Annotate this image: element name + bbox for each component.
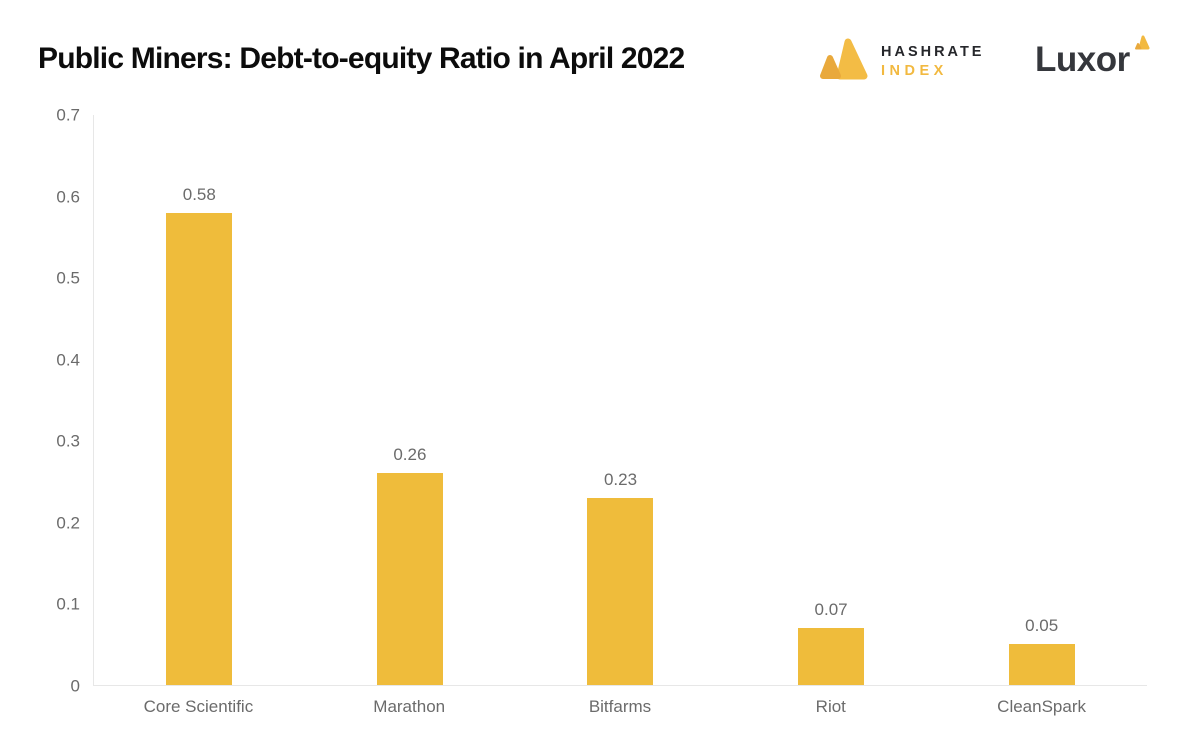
x-category-label: Marathon <box>373 697 446 716</box>
x-axis-category-labels: Core Scientific Marathon Bitfarms Riot Clean… <box>93 697 1147 717</box>
y-tick-label: 0.2 <box>56 513 80 533</box>
y-tick-label: 0.6 <box>56 187 80 207</box>
luxor-triangle-icon <box>1134 35 1152 56</box>
bar-column: 0.23 <box>515 115 726 685</box>
bar-column: 0.07 <box>726 115 937 685</box>
hashrate-index-logo-icon <box>818 36 870 87</box>
bar <box>1008 644 1075 685</box>
bar-value-label: 0.05 <box>1025 616 1059 636</box>
bar <box>376 473 443 685</box>
y-tick-label: 0.4 <box>56 350 80 370</box>
bar-column: 0.05 <box>936 115 1147 685</box>
bar-value-label: 0.07 <box>814 600 848 619</box>
y-tick-label: 0 <box>70 676 80 696</box>
bar-value-label: 0.26 <box>393 445 427 465</box>
bar-column: 0.26 <box>305 115 516 685</box>
bar <box>587 497 654 685</box>
bar <box>798 628 865 685</box>
bar-value-label: 0.58 <box>182 184 216 204</box>
luxor-wordmark: Luxor <box>1035 40 1130 79</box>
x-category-label: CleanSpark <box>997 697 1086 716</box>
x-category-label: Core Scientific <box>143 697 254 716</box>
bar-value-label: 0.23 <box>603 469 638 489</box>
y-tick-label: 0.7 <box>56 105 80 125</box>
hashrate-index-logo-text: HASHRATE INDEX <box>881 44 984 79</box>
hashrate-index-logo: HASHRATE INDEX <box>818 36 984 87</box>
plot-area: 0.58 0.26 0.23 0.07 0.05 <box>93 115 1147 686</box>
bar-column: 0.58 <box>94 115 305 685</box>
y-tick-label: 0.1 <box>56 594 80 614</box>
index-wordmark: INDEX <box>881 63 948 79</box>
luxor-logo: Luxor <box>1035 35 1152 79</box>
bar-series: 0.58 0.26 0.23 0.07 0.05 <box>94 115 1147 685</box>
chart-title: Public Miners: Debt-to-equity Ratio in A… <box>38 42 685 75</box>
x-category-label: Bitfarms <box>588 697 652 716</box>
y-axis-tick-labels: 0 0.1 0.2 0.3 0.4 0.5 0.6 0.7 <box>0 107 80 695</box>
bar <box>166 212 233 685</box>
y-tick-label: 0.5 <box>56 268 80 288</box>
x-category-label: Riot <box>815 697 846 716</box>
hashrate-wordmark: HASHRATE <box>881 44 985 60</box>
y-tick-label: 0.3 <box>56 431 80 451</box>
